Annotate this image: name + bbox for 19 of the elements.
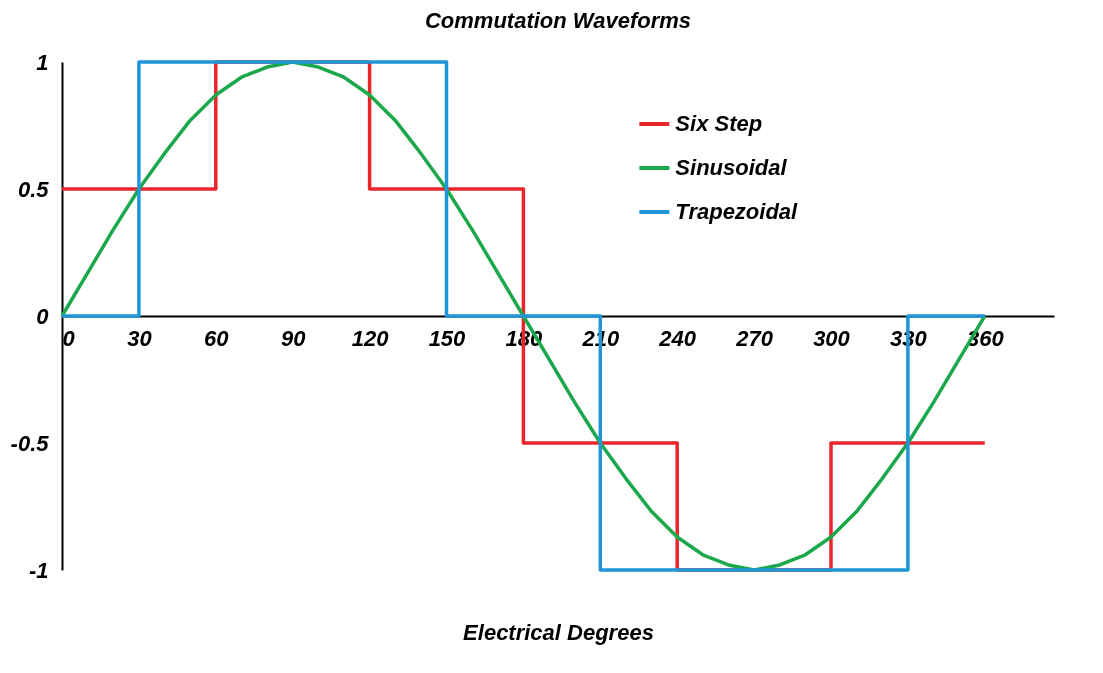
y-tick-label: 1 (36, 49, 49, 75)
y-tick-label: 0.5 (17, 176, 50, 202)
x-tick-label: 120 (351, 325, 390, 351)
x-tick-label: 240 (658, 325, 697, 351)
x-tick-label: 300 (813, 325, 851, 351)
y-tick-label: 0 (36, 303, 50, 329)
x-tick-label: 30 (127, 325, 153, 351)
y-tick-label: -1 (28, 557, 49, 583)
x-tick-label: 270 (735, 325, 774, 351)
x-tick-label: 90 (280, 325, 307, 351)
legend-label: Sinusoidal (675, 155, 788, 180)
x-tick-label: 0 (62, 325, 76, 351)
chart-title: Commutation Waveforms (424, 8, 692, 33)
x-tick-label: 60 (204, 325, 230, 351)
legend-label: Six Step (675, 111, 763, 136)
legend-label: Trapezoidal (675, 199, 799, 224)
y-tick-label: -0.5 (10, 430, 50, 456)
x-tick-label: 150 (428, 325, 467, 351)
x-axis-title: Electrical Degrees (463, 619, 654, 645)
